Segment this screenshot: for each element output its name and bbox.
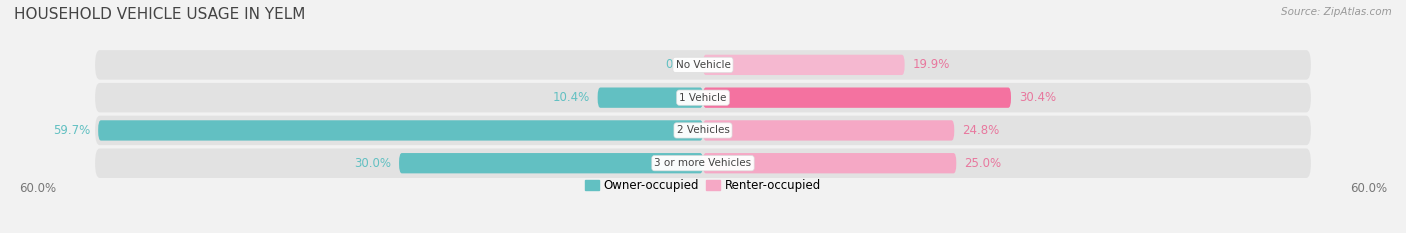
Text: No Vehicle: No Vehicle	[675, 60, 731, 70]
FancyBboxPatch shape	[96, 148, 1310, 178]
Text: 30.4%: 30.4%	[1019, 91, 1056, 104]
Text: 30.0%: 30.0%	[354, 157, 391, 170]
Text: Source: ZipAtlas.com: Source: ZipAtlas.com	[1281, 7, 1392, 17]
Text: 24.8%: 24.8%	[962, 124, 1000, 137]
Text: 10.4%: 10.4%	[553, 91, 589, 104]
FancyBboxPatch shape	[598, 88, 703, 108]
Text: 19.9%: 19.9%	[912, 58, 950, 71]
FancyBboxPatch shape	[98, 120, 703, 140]
FancyBboxPatch shape	[703, 88, 1011, 108]
Legend: Owner-occupied, Renter-occupied: Owner-occupied, Renter-occupied	[579, 175, 827, 197]
Text: HOUSEHOLD VEHICLE USAGE IN YELM: HOUSEHOLD VEHICLE USAGE IN YELM	[14, 7, 305, 22]
Text: 3 or more Vehicles: 3 or more Vehicles	[654, 158, 752, 168]
Text: 25.0%: 25.0%	[965, 157, 1001, 170]
FancyBboxPatch shape	[96, 83, 1310, 112]
Text: 1 Vehicle: 1 Vehicle	[679, 93, 727, 103]
Text: 60.0%: 60.0%	[1350, 182, 1386, 195]
Text: 2 Vehicles: 2 Vehicles	[676, 125, 730, 135]
Text: 59.7%: 59.7%	[53, 124, 90, 137]
FancyBboxPatch shape	[399, 153, 703, 173]
Text: 0.0%: 0.0%	[665, 58, 695, 71]
FancyBboxPatch shape	[703, 153, 956, 173]
FancyBboxPatch shape	[96, 50, 1310, 80]
Text: 60.0%: 60.0%	[20, 182, 56, 195]
FancyBboxPatch shape	[703, 55, 904, 75]
FancyBboxPatch shape	[703, 120, 955, 140]
FancyBboxPatch shape	[96, 116, 1310, 145]
